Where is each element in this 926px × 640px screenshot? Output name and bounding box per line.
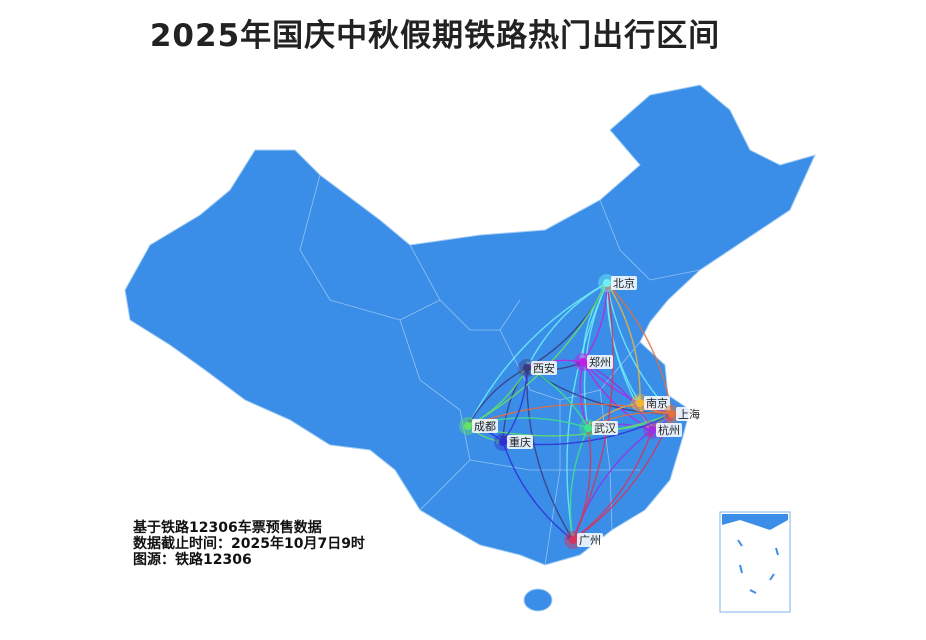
city-label-bg bbox=[577, 533, 603, 547]
city-label: 杭州 bbox=[658, 423, 680, 437]
note-cutoff-time: 数据截止时间：2025年10月7日9时 bbox=[133, 536, 365, 552]
city-dot bbox=[648, 426, 656, 434]
hainan-island bbox=[523, 588, 553, 612]
city-label: 重庆 bbox=[509, 435, 531, 449]
city-label: 北京 bbox=[613, 276, 635, 290]
city-重庆[interactable]: 重庆 bbox=[494, 433, 533, 451]
city-dot bbox=[523, 364, 531, 372]
route-北京-成都 bbox=[467, 282, 608, 427]
city-成都[interactable]: 成都 bbox=[459, 417, 498, 435]
city-label-bg bbox=[656, 423, 682, 437]
city-label-bg bbox=[531, 361, 557, 375]
note-data-basis: 基于铁路12306车票预售数据 bbox=[133, 520, 322, 536]
city-北京[interactable]: 北京 bbox=[598, 274, 637, 292]
city-label-bg bbox=[587, 355, 613, 369]
city-郑州[interactable]: 郑州 bbox=[574, 353, 613, 371]
city-label-bg bbox=[472, 419, 498, 433]
route-郑州-北京 bbox=[582, 282, 611, 363]
city-label-bg bbox=[611, 276, 637, 290]
city-dot bbox=[579, 358, 587, 366]
city-西安[interactable]: 西安 bbox=[518, 359, 557, 377]
city-label-bg bbox=[644, 396, 670, 410]
city-label: 广州 bbox=[579, 534, 601, 547]
source-notes: 基于铁路12306车票预售数据 数据截止时间：2025年10月7日9时 图源：铁… bbox=[133, 520, 365, 568]
route-广州-北京 bbox=[572, 282, 614, 541]
south-china-sea-inset bbox=[719, 511, 791, 613]
page-title: 2025年国庆中秋假期铁路热门出行区间 bbox=[149, 18, 721, 54]
route-南京-北京 bbox=[606, 282, 641, 404]
city-dot bbox=[668, 410, 676, 418]
route-西安-广州 bbox=[526, 367, 574, 541]
city-上海[interactable]: 上海 bbox=[663, 405, 702, 423]
city-label: 成都 bbox=[474, 420, 496, 433]
route-郑州-武汉 bbox=[579, 361, 590, 429]
province-borders bbox=[299, 174, 701, 566]
city-label: 武汉 bbox=[594, 422, 616, 435]
city-label-bg bbox=[592, 421, 618, 435]
city-dot bbox=[499, 438, 507, 446]
city-南京[interactable]: 南京 bbox=[631, 394, 670, 412]
route-北京-广州 bbox=[566, 282, 608, 541]
city-label: 南京 bbox=[646, 396, 668, 410]
note-source: 图源：铁路12306 bbox=[133, 552, 252, 568]
city-dot bbox=[464, 422, 472, 430]
city-广州[interactable]: 广州 bbox=[564, 531, 603, 549]
city-label-bg bbox=[676, 407, 702, 421]
city-label: 上海 bbox=[678, 407, 700, 421]
china-land bbox=[124, 84, 816, 566]
city-武汉[interactable]: 武汉 bbox=[579, 419, 618, 437]
route-西安-成都 bbox=[467, 367, 528, 427]
city-dot bbox=[603, 279, 611, 287]
route-重庆-西安 bbox=[502, 367, 531, 443]
route-广州-杭州 bbox=[572, 429, 654, 541]
city-label: 西安 bbox=[533, 361, 555, 375]
route-武汉-广州 bbox=[568, 427, 589, 541]
city-dot bbox=[636, 399, 644, 407]
city-dot bbox=[569, 536, 577, 544]
route-重庆-广州 bbox=[502, 441, 574, 541]
city-label-bg bbox=[507, 435, 533, 449]
city-dot bbox=[584, 424, 592, 432]
city-label: 郑州 bbox=[589, 355, 611, 369]
city-杭州[interactable]: 杭州 bbox=[643, 421, 682, 439]
